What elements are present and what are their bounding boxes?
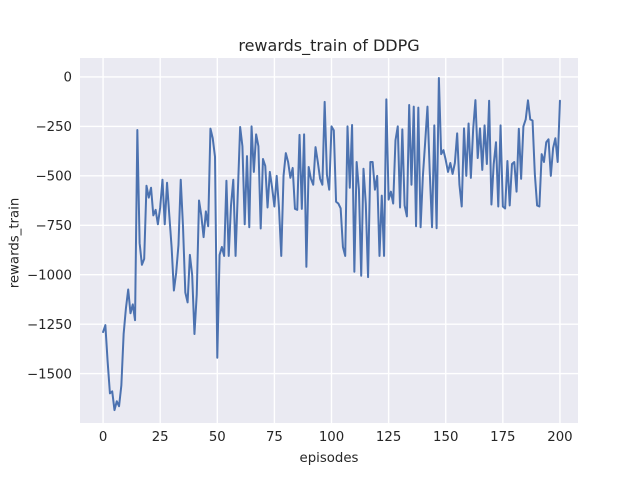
x-tick-label: 150: [433, 430, 458, 445]
x-tick-label: 200: [547, 430, 572, 445]
x-tick-label: 175: [490, 430, 515, 445]
y-tick-label: −1000: [27, 268, 72, 283]
y-tick-label: −1500: [27, 367, 72, 382]
x-axis-label: episodes: [299, 451, 359, 466]
x-tick-label: 50: [209, 430, 226, 445]
x-tick-label: 100: [319, 430, 344, 445]
line-series: [102, 76, 561, 412]
y-tick-label: −750: [35, 219, 72, 234]
x-tick-label: 25: [152, 430, 169, 445]
y-axis-label: rewards_train: [7, 197, 23, 289]
plot-background: [80, 58, 578, 423]
y-tick-label: −250: [35, 120, 72, 135]
y-tick-label: −500: [35, 170, 72, 185]
x-tick-label: 125: [376, 430, 401, 445]
chart-title: rewards_train of DDPG: [238, 36, 420, 55]
y-tick-label: −1250: [27, 318, 72, 333]
x-tick-label: 75: [266, 430, 283, 445]
x-tick-label: 0: [99, 430, 107, 445]
y-tick-label: 0: [64, 71, 72, 86]
